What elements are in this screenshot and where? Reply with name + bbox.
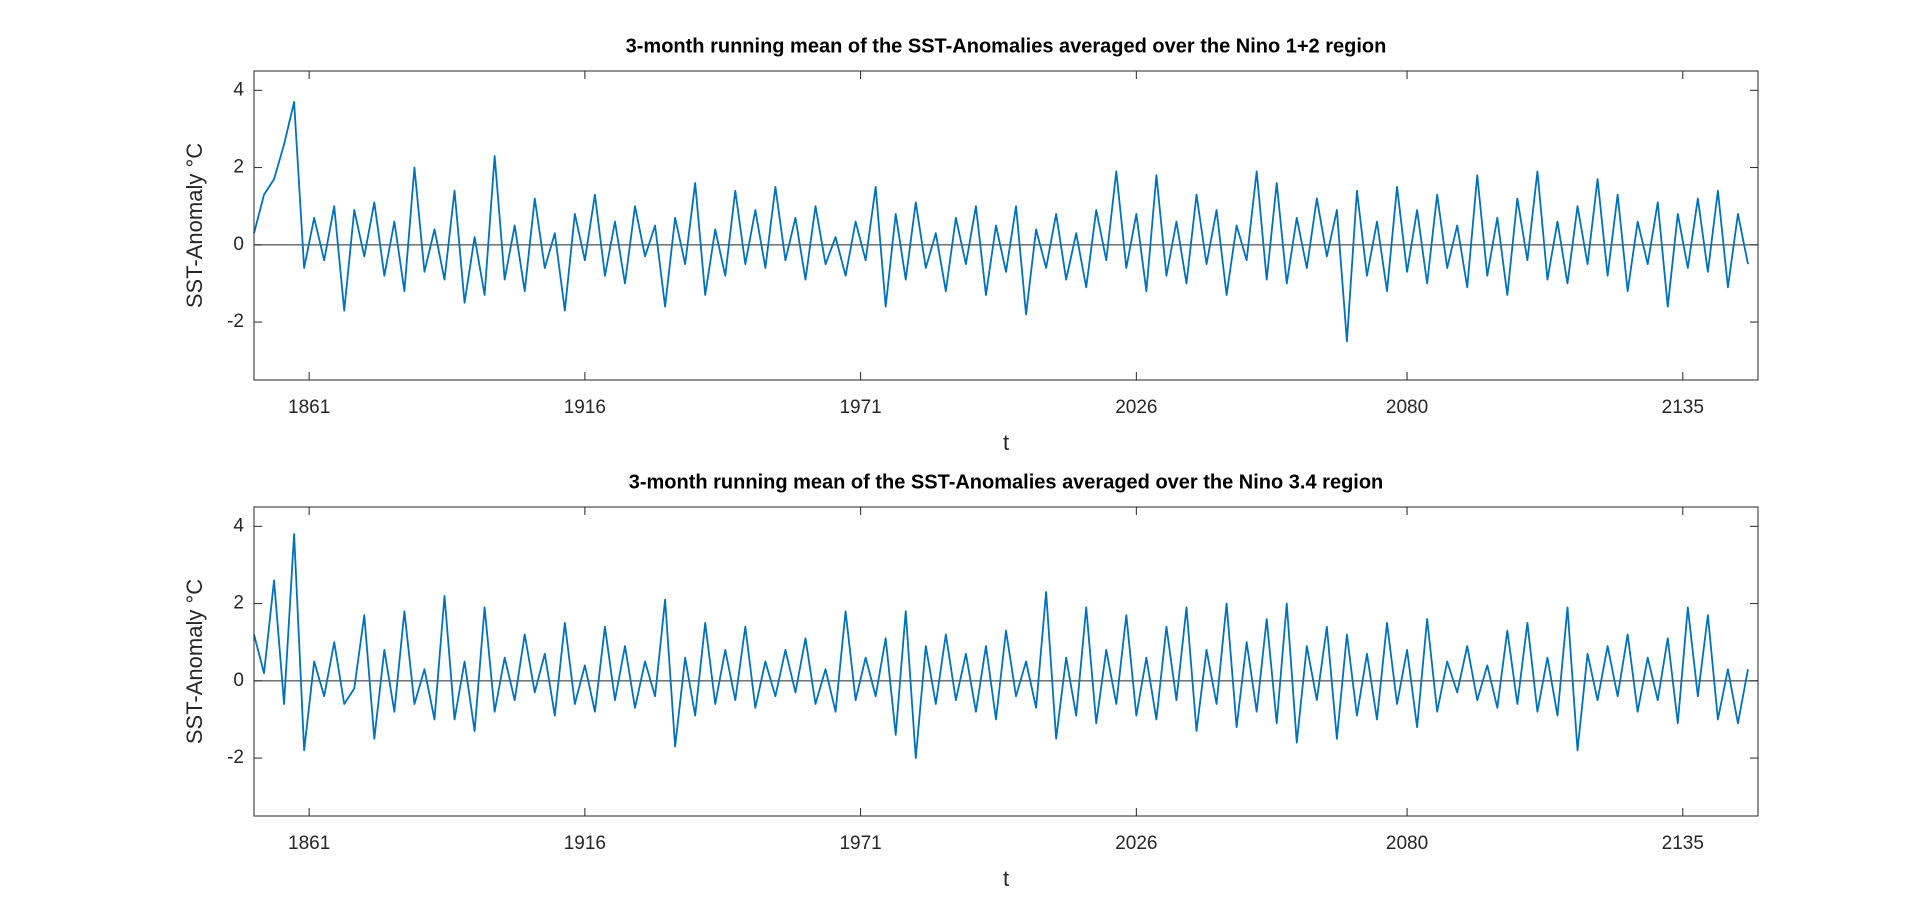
data-line [253, 101, 1749, 343]
y-axis-label: SST-Anomaly °C [182, 579, 207, 744]
y-tick-label: 4 [233, 79, 244, 100]
x-tick-label: 1971 [839, 833, 881, 854]
y-axis-label: SST-Anomaly °C [182, 143, 207, 308]
x-tick-label: 2135 [1662, 833, 1704, 854]
chart-title: 3-month running mean of the SST-Anomalie… [629, 471, 1384, 493]
y-tick-label: 0 [233, 670, 244, 691]
x-tick-label: 1861 [288, 397, 330, 418]
x-tick-label: 2026 [1115, 397, 1157, 418]
axes-box [253, 506, 1759, 817]
y-tick-label: 2 [233, 157, 244, 178]
axes-box [253, 70, 1759, 381]
x-tick-label: 1916 [564, 833, 606, 854]
data-line [253, 533, 1749, 759]
y-tick-label: -2 [227, 747, 244, 768]
chart-title: 3-month running mean of the SST-Anomalie… [626, 35, 1387, 57]
x-tick-label: 2026 [1115, 833, 1157, 854]
x-tick-label: 2080 [1386, 397, 1428, 418]
x-tick-label: 1861 [288, 833, 330, 854]
y-tick-label: -2 [227, 311, 244, 332]
x-tick-label: 2135 [1662, 397, 1704, 418]
x-tick-label: 1916 [564, 397, 606, 418]
x-tick-label: 2080 [1386, 833, 1428, 854]
x-axis-label: t [1003, 430, 1009, 455]
y-tick-label: 0 [233, 234, 244, 255]
x-axis-label: t [1003, 866, 1009, 891]
x-tick-label: 1971 [839, 397, 881, 418]
y-tick-label: 2 [233, 593, 244, 614]
y-tick-label: 4 [233, 515, 244, 536]
